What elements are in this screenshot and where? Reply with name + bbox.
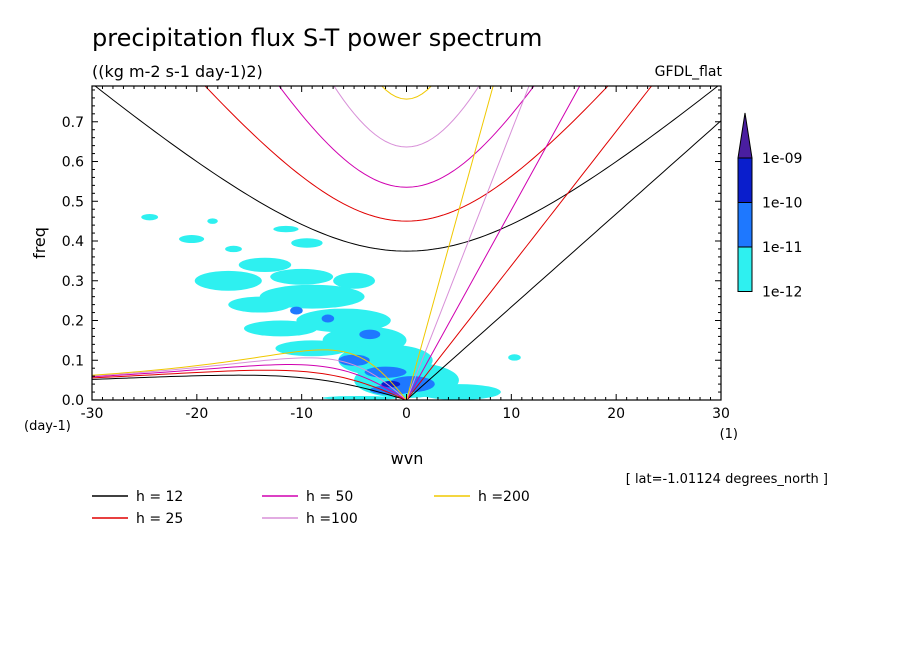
spectrum-blob-23 — [359, 329, 381, 340]
spectrum-blob-25 — [364, 366, 407, 378]
legend-label: h = 12 — [136, 489, 183, 505]
rossby-curve-h12 — [92, 374, 407, 400]
legend-label: h = 50 — [306, 489, 353, 505]
spectrum-blob-0 — [141, 213, 159, 221]
kelvin-curve-h12 — [406, 120, 721, 400]
dispersion-curves — [92, 86, 721, 400]
spectrum-blob-20 — [322, 396, 397, 400]
rossby-curve-h200 — [92, 349, 407, 400]
inertia-gravity-curve-h100 — [333, 86, 480, 148]
x-tick-label: -20 — [185, 406, 208, 422]
y-tick-label: 0.2 — [62, 314, 84, 330]
y-tick-label: 0.7 — [62, 115, 84, 131]
spectrum-blob-2 — [273, 225, 299, 233]
y-tick-label: 0.0 — [62, 393, 84, 409]
kelvin-curve-h200 — [406, 86, 494, 400]
rossby-curve-h50 — [92, 364, 407, 400]
y-tick-label: 0.3 — [62, 274, 84, 290]
spectrum-blob-12 — [296, 308, 391, 333]
spectrum-blob-11 — [228, 296, 292, 313]
y-tick-label: 0.5 — [62, 194, 84, 210]
colorbar-label: 1e-12 — [762, 285, 802, 301]
spectrum-blob-22 — [321, 314, 335, 323]
kelvin-curve-h50 — [406, 86, 581, 400]
inertia-gravity-curve-h50 — [278, 86, 535, 188]
x-tick-label: 10 — [502, 406, 520, 422]
spectrum-blob-3 — [291, 238, 323, 248]
colorbar-segment — [737, 202, 753, 248]
y-tick-label: 0.4 — [62, 234, 84, 250]
colorbar: 1e-09 1e-10 1e-11 1e-12 — [737, 112, 802, 301]
y-unit-label: (day-1) — [24, 419, 71, 434]
colorbar-label: 1e-11 — [762, 240, 802, 256]
inertia-gravity-curve-h200 — [381, 86, 432, 100]
inertia-gravity-curve-h12 — [94, 86, 719, 252]
colorbar-arrow — [737, 112, 753, 159]
y-tick-labels: 0.0 0.1 0.2 0.3 0.4 0.5 0.6 0.7 — [62, 115, 84, 409]
legend-label: h = 25 — [136, 511, 183, 527]
y-axis-label: freq — [30, 227, 49, 259]
x-tick-label: -10 — [290, 406, 313, 422]
colorbar-label: 1e-09 — [762, 151, 802, 167]
spectrum-blob-28 — [381, 380, 401, 388]
spectrum-blob-21 — [290, 306, 303, 315]
kelvin-curve-h25 — [406, 86, 653, 400]
chart-subtitle: ((kg m-2 s-1 day-1)2) — [92, 62, 263, 81]
spectrum-blob-4 — [179, 235, 205, 243]
rossby-curve-h25 — [92, 369, 407, 400]
spectrum-blob-6 — [238, 257, 292, 273]
chart-title: precipitation flux S-T power spectrum — [92, 24, 542, 52]
spectrum-blob-5 — [225, 245, 242, 253]
axis-ticks — [91, 86, 722, 401]
x-tick-label: -30 — [81, 406, 104, 422]
spectrum-blob-18 — [416, 384, 501, 400]
legend-label: h =100 — [306, 511, 358, 527]
colorbar-label: 1e-10 — [762, 196, 802, 212]
x-unit-label: (1) — [720, 427, 738, 442]
y-tick-label: 0.6 — [62, 155, 84, 171]
x-tick-label: 20 — [607, 406, 625, 422]
spectrum-blob-19 — [508, 354, 521, 361]
spectrum-blob-7 — [194, 270, 262, 291]
rossby-curve-h100 — [92, 357, 407, 400]
colorbar-segment — [737, 157, 753, 203]
spectrum-blob-1 — [207, 218, 218, 224]
latitude-annotation: [ lat=-1.01124 degrees_north ] — [626, 472, 828, 487]
x-axis-label: wvn — [391, 449, 424, 468]
spectrum-blob-8 — [270, 268, 334, 285]
spectrum-blob-9 — [333, 272, 376, 289]
inertia-gravity-curve-h25 — [204, 86, 609, 222]
spectrum-blob-15 — [275, 340, 349, 357]
legend: h = 12 h = 25 h = 50 h =100 h =200 — [92, 489, 530, 527]
dataset-label: GFDL_flat — [655, 64, 723, 80]
spectrum-blob-13 — [244, 320, 318, 337]
x-tick-labels: -30 -20 -10 0 10 20 30 — [81, 406, 730, 422]
kelvin-curve-h100 — [406, 86, 530, 400]
x-tick-label: 0 — [402, 406, 411, 422]
colorbar-segment — [737, 246, 753, 292]
legend-label: h =200 — [478, 489, 530, 505]
x-tick-label: 30 — [712, 406, 730, 422]
y-tick-label: 0.1 — [62, 353, 84, 369]
